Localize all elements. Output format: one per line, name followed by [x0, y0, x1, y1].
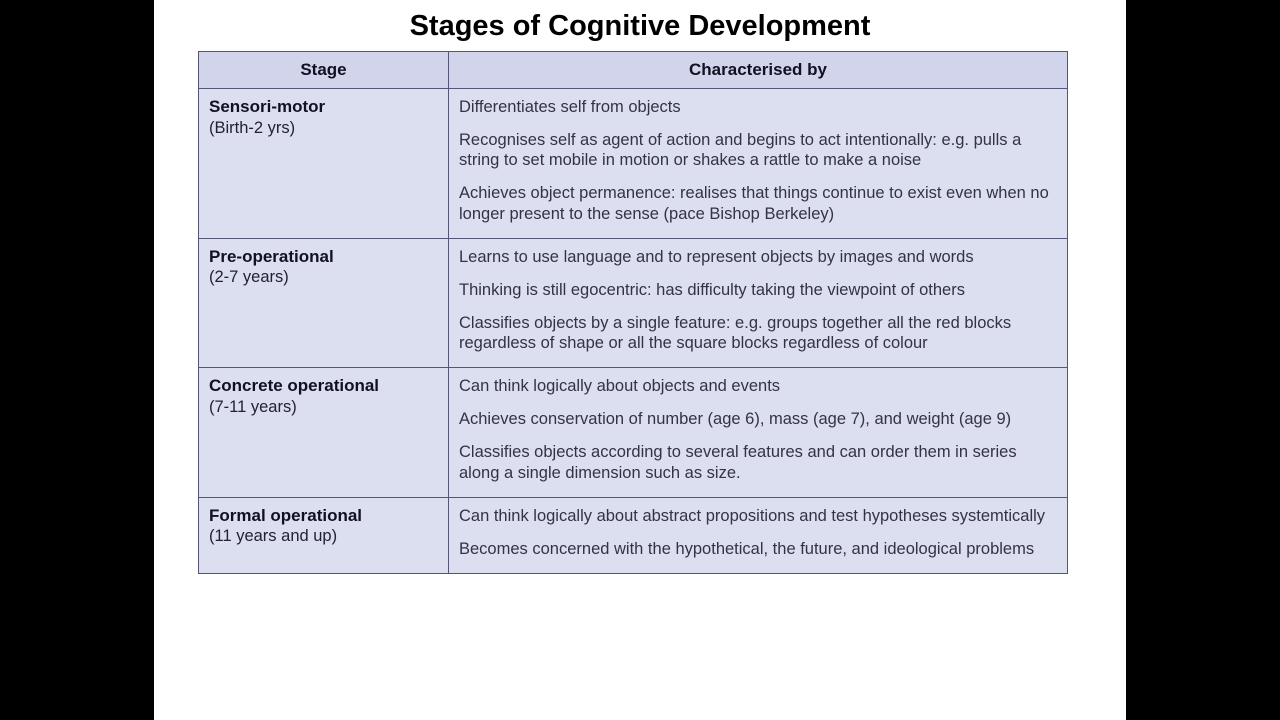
char-para: Recognises self as agent of action and b…	[459, 130, 1057, 170]
char-para: Achieves conservation of number (age 6),…	[459, 409, 1057, 429]
char-para: Can think logically about objects and ev…	[459, 376, 1057, 396]
stage-age: (11 years and up)	[209, 526, 438, 546]
slide: Stages of Cognitive Development Stage Ch…	[154, 0, 1126, 720]
characteristics-cell: Can think logically about abstract propo…	[449, 497, 1068, 573]
characteristics-cell: Can think logically about objects and ev…	[449, 368, 1068, 498]
col-header-stage: Stage	[199, 52, 449, 89]
stages-table: Stage Characterised by Sensori-motor (Bi…	[198, 51, 1068, 574]
stage-cell: Formal operational (11 years and up)	[199, 497, 449, 573]
stage-cell: Sensori-motor (Birth-2 yrs)	[199, 89, 449, 239]
char-para: Learns to use language and to represent …	[459, 247, 1057, 267]
char-para: Classifies objects by a single feature: …	[459, 313, 1057, 353]
table-row: Formal operational (11 years and up) Can…	[199, 497, 1068, 573]
table-row: Concrete operational (7-11 years) Can th…	[199, 368, 1068, 498]
char-para: Becomes concerned with the hypothetical,…	[459, 539, 1057, 559]
char-para: Can think logically about abstract propo…	[459, 506, 1057, 526]
stage-age: (Birth-2 yrs)	[209, 118, 438, 138]
stage-name: Pre-operational	[209, 247, 334, 266]
table-body: Sensori-motor (Birth-2 yrs) Differentiat…	[199, 89, 1068, 574]
char-para: Differentiates self from objects	[459, 97, 1057, 117]
characteristics-cell: Differentiates self from objects Recogni…	[449, 89, 1068, 239]
table-header-row: Stage Characterised by	[199, 52, 1068, 89]
char-para: Achieves object permanence: realises tha…	[459, 183, 1057, 223]
characteristics-cell: Learns to use language and to represent …	[449, 238, 1068, 368]
col-header-characterised: Characterised by	[449, 52, 1068, 89]
char-para: Thinking is still egocentric: has diffic…	[459, 280, 1057, 300]
table-wrapper: Stage Characterised by Sensori-motor (Bi…	[154, 51, 1126, 574]
stage-age: (7-11 years)	[209, 397, 438, 417]
stage-name: Concrete operational	[209, 376, 379, 395]
stage-cell: Pre-operational (2-7 years)	[199, 238, 449, 368]
stage-age: (2-7 years)	[209, 267, 438, 287]
char-para: Classifies objects according to several …	[459, 442, 1057, 482]
table-row: Sensori-motor (Birth-2 yrs) Differentiat…	[199, 89, 1068, 239]
stage-name: Formal operational	[209, 506, 362, 525]
page-title: Stages of Cognitive Development	[154, 10, 1126, 43]
stage-name: Sensori-motor	[209, 97, 325, 116]
stage-cell: Concrete operational (7-11 years)	[199, 368, 449, 498]
table-row: Pre-operational (2-7 years) Learns to us…	[199, 238, 1068, 368]
